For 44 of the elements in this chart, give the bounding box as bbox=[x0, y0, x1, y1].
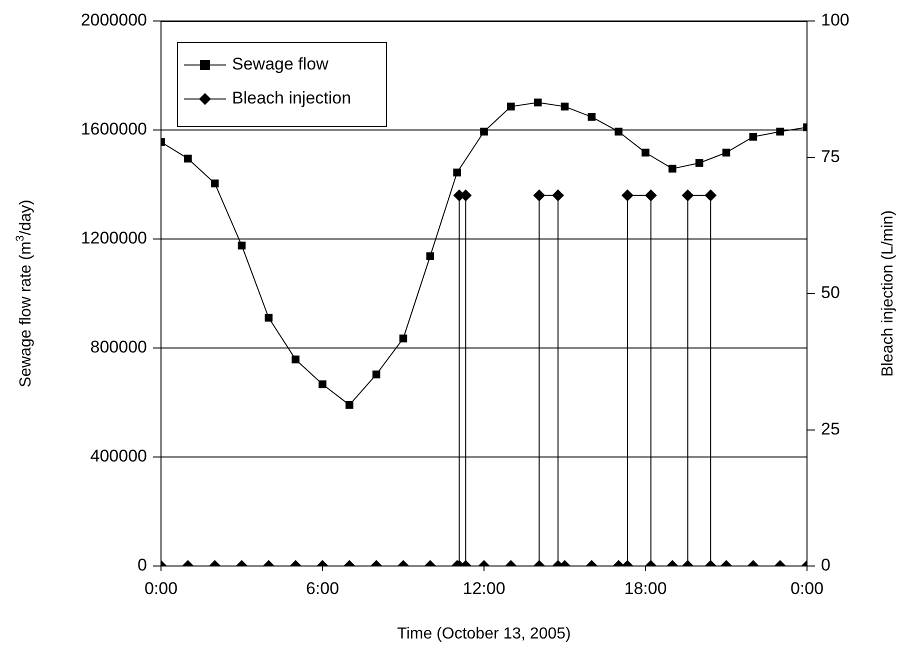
x-tick-label: 0:00 bbox=[144, 578, 178, 598]
y-tick-label: 1200000 bbox=[80, 228, 147, 248]
point bbox=[372, 370, 380, 378]
x-tick-label: 0:00 bbox=[790, 578, 824, 598]
point bbox=[184, 154, 192, 162]
y2-tick-label: 25 bbox=[821, 419, 840, 438]
point bbox=[507, 102, 515, 110]
point bbox=[722, 148, 730, 157]
point bbox=[399, 334, 408, 342]
x-axis-title: Time (October 13, 2005) bbox=[397, 625, 571, 642]
y-tick-label: 800000 bbox=[90, 338, 147, 357]
y-tick-label: 1600000 bbox=[80, 120, 147, 139]
point bbox=[776, 128, 784, 136]
y2-tick-label: 50 bbox=[821, 283, 840, 302]
point bbox=[588, 113, 596, 121]
point bbox=[668, 164, 676, 173]
y2-tick-label: 75 bbox=[821, 146, 840, 166]
y-tick-label: 400000 bbox=[90, 446, 147, 466]
point bbox=[560, 102, 569, 110]
y-axis-title: Sewage flow rate (m3/day) bbox=[14, 200, 34, 388]
point bbox=[749, 132, 758, 141]
point bbox=[346, 401, 354, 409]
point bbox=[238, 242, 246, 250]
point bbox=[292, 356, 300, 364]
point bbox=[453, 168, 461, 176]
y2-tick-label: 0 bbox=[821, 556, 830, 575]
point bbox=[264, 314, 273, 322]
point bbox=[318, 380, 326, 388]
point bbox=[642, 148, 650, 157]
legend-label: Sewage flow bbox=[232, 54, 330, 74]
x-tick-label: 12:00 bbox=[462, 578, 506, 598]
legend-label: Bleach injection bbox=[232, 88, 352, 108]
point bbox=[426, 252, 434, 260]
x-tick-label: 6:00 bbox=[306, 578, 340, 598]
y-tick-label: 2000000 bbox=[80, 10, 147, 30]
point bbox=[534, 98, 542, 106]
point bbox=[695, 159, 704, 167]
point bbox=[480, 128, 488, 136]
point bbox=[210, 180, 219, 188]
y2-tick-label: 100 bbox=[821, 10, 850, 30]
y-tick-label: 0 bbox=[138, 556, 147, 575]
x-tick-label: 18:00 bbox=[624, 578, 667, 598]
y2-axis-title: Bleach injection (L/min) bbox=[879, 210, 896, 377]
point bbox=[614, 128, 622, 136]
